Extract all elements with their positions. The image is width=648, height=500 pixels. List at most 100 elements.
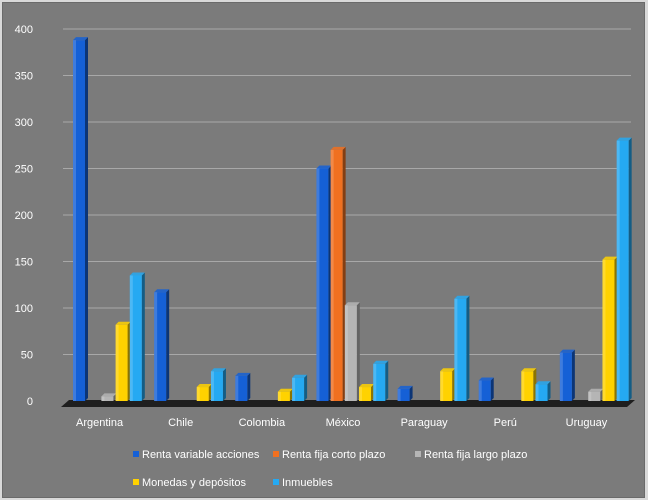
y-tick-label: 100 bbox=[15, 303, 33, 315]
bar-top bbox=[235, 372, 251, 376]
y-tick-label: 300 bbox=[15, 117, 33, 129]
bar-top bbox=[359, 384, 375, 388]
bar-argentina-monedas-y-depositos bbox=[115, 321, 131, 401]
bar-highlight bbox=[210, 371, 214, 401]
bar-front bbox=[535, 384, 548, 401]
bar-side bbox=[547, 381, 551, 401]
bar-front bbox=[196, 387, 209, 401]
bar-chile-inmuebles bbox=[210, 368, 226, 401]
bar-top bbox=[154, 289, 170, 293]
bar-highlight bbox=[454, 298, 458, 401]
bar-front bbox=[154, 292, 167, 401]
bar-side bbox=[356, 302, 360, 401]
bar-highlight bbox=[330, 149, 334, 401]
bar-highlight bbox=[397, 388, 401, 401]
bar-side bbox=[141, 272, 145, 401]
bar-mexico-renta-fija-corto-plazo bbox=[330, 146, 346, 401]
x-tick-label-chile: Chile bbox=[168, 417, 193, 429]
bar-side bbox=[166, 289, 170, 401]
x-tick-label-mexico: México bbox=[326, 417, 361, 429]
x-axis-labels: Argentina Chile Colombia México Paraguay Perú… bbox=[76, 417, 608, 429]
x-tick-label-peru: Perú bbox=[494, 417, 517, 429]
floor-plane bbox=[61, 400, 635, 407]
bar-top bbox=[344, 302, 360, 306]
bar-highlight bbox=[196, 387, 200, 401]
bar-paraguay-monedas-y-depositos bbox=[440, 368, 456, 401]
bar-highlight bbox=[359, 387, 363, 401]
legend-label: Renta fija largo plazo bbox=[424, 449, 527, 461]
legend-item-monedas-y-depositos: Monedas y depósitos bbox=[133, 477, 246, 489]
bar-top bbox=[588, 388, 604, 392]
y-tick-label: 0 bbox=[27, 396, 33, 408]
bar-top bbox=[292, 374, 308, 378]
bar-top bbox=[115, 321, 131, 325]
y-tick-label: 350 bbox=[15, 71, 33, 83]
x-tick-label-colombia: Colombia bbox=[239, 417, 286, 429]
bar-uruguay-inmuebles bbox=[616, 137, 632, 401]
bar-uruguay-renta-variable-acciones bbox=[559, 349, 575, 401]
bar-front bbox=[397, 388, 410, 401]
bar-highlight bbox=[478, 380, 482, 401]
bar-top bbox=[101, 393, 117, 397]
bar-highlight bbox=[292, 377, 296, 401]
bar-top bbox=[521, 368, 537, 372]
bar-top bbox=[73, 37, 88, 41]
bar-side bbox=[571, 349, 575, 401]
bar-front bbox=[316, 168, 329, 401]
bar-top bbox=[277, 388, 293, 392]
bar-side bbox=[628, 137, 632, 401]
y-tick-label: 50 bbox=[21, 350, 33, 362]
bar-front bbox=[277, 391, 290, 401]
bar-top bbox=[316, 165, 332, 169]
bar-chile-monedas-y-depositos bbox=[196, 384, 212, 401]
bar-highlight bbox=[588, 391, 592, 401]
y-tick-label: 200 bbox=[15, 210, 33, 222]
bar-highlight bbox=[73, 40, 76, 401]
bar-top bbox=[454, 295, 470, 299]
chart-floor bbox=[61, 400, 635, 407]
y-axis-ticks: 0 50 100 150 200 250 300 350 400 bbox=[15, 24, 33, 408]
bar-top bbox=[330, 146, 346, 150]
bar-side bbox=[466, 295, 470, 401]
bar-top bbox=[616, 137, 632, 141]
bar-front bbox=[440, 371, 453, 401]
bar-argentina-renta-fija-largo-plazo bbox=[101, 393, 117, 401]
bar-side bbox=[385, 360, 389, 401]
bar-front bbox=[559, 352, 572, 401]
bar-top bbox=[535, 381, 551, 385]
legend-swatch bbox=[273, 479, 279, 485]
bar-argentina-inmuebles bbox=[129, 272, 145, 401]
bar-front bbox=[602, 259, 615, 401]
bar-highlight bbox=[316, 168, 320, 401]
bar-front bbox=[588, 391, 601, 401]
bar-highlight bbox=[521, 371, 525, 401]
legend: Renta variable acciones Renta fija corto … bbox=[133, 449, 527, 489]
bar-front bbox=[235, 375, 248, 401]
bar-side bbox=[304, 374, 308, 401]
bar-highlight bbox=[277, 391, 281, 401]
bar-chart: 0 50 100 150 200 250 300 350 400 Argentina Chile C… bbox=[15, 24, 635, 489]
bar-highlight bbox=[440, 371, 444, 401]
y-tick-label: 250 bbox=[15, 164, 33, 176]
bar-peru-renta-variable-acciones bbox=[478, 377, 494, 401]
bar-colombia-inmuebles bbox=[292, 374, 308, 401]
bar-colombia-monedas-y-depositos bbox=[277, 388, 293, 401]
bar-highlight bbox=[101, 396, 105, 401]
bar-highlight bbox=[235, 375, 239, 401]
bar-highlight bbox=[616, 140, 620, 401]
bar-side bbox=[247, 372, 251, 401]
y-tick-label: 400 bbox=[15, 24, 33, 36]
bar-peru-monedas-y-depositos bbox=[521, 368, 537, 401]
bar-mexico-renta-variable-acciones bbox=[316, 165, 332, 401]
legend-label: Renta variable acciones bbox=[142, 449, 260, 461]
bar-mexico-renta-fija-largo-plazo bbox=[344, 302, 360, 401]
bar-top bbox=[373, 360, 389, 364]
bar-argentina-renta-variable-acciones bbox=[73, 37, 88, 401]
legend-swatch bbox=[133, 479, 139, 485]
bar-highlight bbox=[344, 305, 348, 401]
bar-top bbox=[478, 377, 494, 381]
legend-label: Renta fija corto plazo bbox=[282, 449, 385, 461]
legend-item-renta-fija-largo-plazo: Renta fija largo plazo bbox=[415, 449, 527, 461]
bar-chile-renta-variable-acciones bbox=[154, 289, 170, 401]
